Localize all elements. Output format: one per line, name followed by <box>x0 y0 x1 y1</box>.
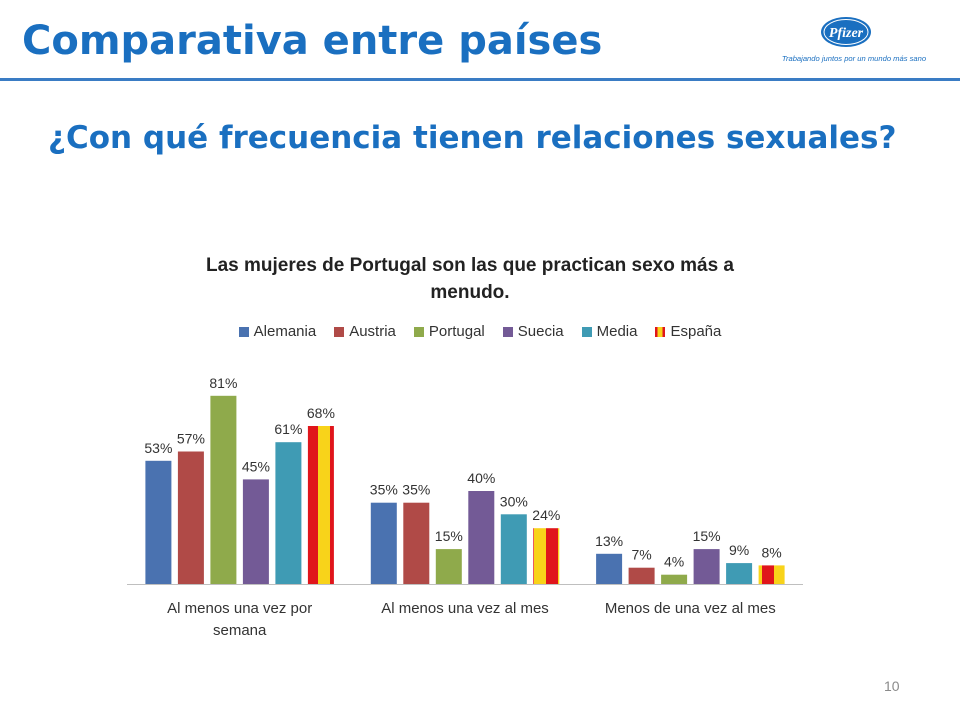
legend-label-austria: Austria <box>349 323 396 340</box>
pfizer-logo-tagline: Trabajando juntos por un mundo más sano <box>782 54 926 63</box>
bar-media-1 <box>275 442 302 584</box>
legend-item-portugal: Portugal <box>413 323 485 340</box>
data-label-espana-1: 68% <box>307 405 335 421</box>
legend-swatch-portugal <box>413 326 424 337</box>
data-label-media-1: 61% <box>274 421 302 437</box>
data-label-austria-3: 7% <box>631 547 651 563</box>
bar-espana-3 <box>758 565 785 584</box>
pfizer-logo-inner-ring <box>823 19 869 45</box>
bar-media-3 <box>726 563 753 584</box>
title-divider <box>0 78 960 81</box>
bar-espana-1 <box>307 426 334 584</box>
bar-espana-2 <box>533 528 560 584</box>
bar-portugal-2 <box>435 549 462 584</box>
bar-austria-1 <box>177 451 204 584</box>
bar-austria-2 <box>403 502 430 584</box>
data-label-alemania-2: 35% <box>370 482 398 498</box>
page-number: 10 <box>884 678 900 694</box>
data-label-media-3: 9% <box>729 542 749 558</box>
bar-alemania-1 <box>145 460 172 584</box>
legend-item-austria: Austria <box>334 323 396 340</box>
bar-alemania-3 <box>596 553 623 584</box>
category-label-1: Al menos una vez por semana <box>167 600 312 639</box>
legend-swatch-media <box>581 326 592 337</box>
pfizer-logo: Pfizer Trabajando juntos por un mundo má… <box>780 14 930 70</box>
pfizer-logo-oval <box>821 17 871 47</box>
slide-title: Comparativa entre países <box>22 18 603 64</box>
category-label-3: Menos de una vez al mes <box>605 600 776 617</box>
data-label-suecia-1: 45% <box>242 458 270 474</box>
legend-item-espana: España <box>655 323 721 340</box>
bar-suecia-3 <box>693 549 720 584</box>
bar-suecia-1 <box>242 479 269 584</box>
legend-label-alemania: Alemania <box>253 323 317 340</box>
legend-label-media: Media <box>596 323 638 340</box>
data-label-suecia-2: 40% <box>467 470 495 486</box>
data-label-suecia-3: 15% <box>693 528 721 544</box>
chart-title: Las mujeres de Portugal son las que prac… <box>206 255 734 303</box>
data-label-austria-2: 35% <box>402 482 430 498</box>
legend-label-suecia: Suecia <box>517 323 564 340</box>
legend-label-espana: España <box>670 323 722 340</box>
bar-alemania-2 <box>370 502 397 584</box>
pfizer-logo-wordmark: Pfizer <box>829 26 864 41</box>
bar-media-2 <box>500 514 527 584</box>
data-label-alemania-1: 53% <box>144 440 172 456</box>
bar-portugal-1 <box>210 395 237 584</box>
data-label-alemania-3: 13% <box>595 533 623 549</box>
legend-swatch-austria <box>334 326 345 337</box>
data-label-portugal-2: 15% <box>435 528 463 544</box>
legend-item-suecia: Suecia <box>502 323 564 340</box>
data-label-media-2: 30% <box>500 493 528 509</box>
legend-label-portugal: Portugal <box>428 323 485 340</box>
bar-austria-3 <box>628 567 655 584</box>
data-label-portugal-3: 4% <box>664 554 684 570</box>
data-label-portugal-1: 81% <box>209 375 237 391</box>
category-label-2: Al menos una vez al mes <box>381 600 549 617</box>
legend-swatch-alemania <box>238 326 249 337</box>
legend-swatch-suecia <box>502 326 513 337</box>
legend-item-alemania: Alemania <box>238 323 317 340</box>
data-label-espana-2: 24% <box>532 507 560 523</box>
chart-legend: Alemania Austria Portugal Suecia Media España <box>0 323 960 340</box>
data-label-austria-1: 57% <box>177 431 205 447</box>
legend-item-media: Media <box>581 323 638 340</box>
bar-portugal-3 <box>661 574 688 584</box>
data-label-espana-3: 8% <box>761 544 781 560</box>
bar-suecia-2 <box>468 491 495 584</box>
slide-question: ¿Con qué frecuencia tienen relaciones se… <box>48 120 897 156</box>
legend-swatch-espana <box>655 326 666 337</box>
